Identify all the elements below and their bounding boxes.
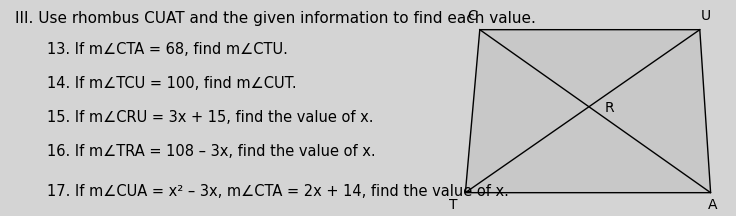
Text: T: T [449,198,457,212]
Text: U: U [701,8,711,22]
Text: 16. If m∠TRA = 108 – 3x, find the value of x.: 16. If m∠TRA = 108 – 3x, find the value … [47,144,375,159]
Text: 13. If m∠CTA = 68, find m∠CTU.: 13. If m∠CTA = 68, find m∠CTU. [47,42,288,57]
Text: III. Use rhombus CUAT and the given information to find each value.: III. Use rhombus CUAT and the given info… [15,11,536,26]
Text: 14. If m∠TCU = 100, find m∠CUT.: 14. If m∠TCU = 100, find m∠CUT. [47,76,297,91]
Text: R: R [604,101,615,115]
Text: 15. If m∠CRU = 3x + 15, find the value of x.: 15. If m∠CRU = 3x + 15, find the value o… [47,110,374,125]
Polygon shape [465,30,710,193]
Text: 17. If m∠CUA = x² – 3x, m∠CTA = 2x + 14, find the value of x.: 17. If m∠CUA = x² – 3x, m∠CTA = 2x + 14,… [47,184,509,199]
Text: A: A [708,198,718,212]
Text: C: C [467,8,478,22]
